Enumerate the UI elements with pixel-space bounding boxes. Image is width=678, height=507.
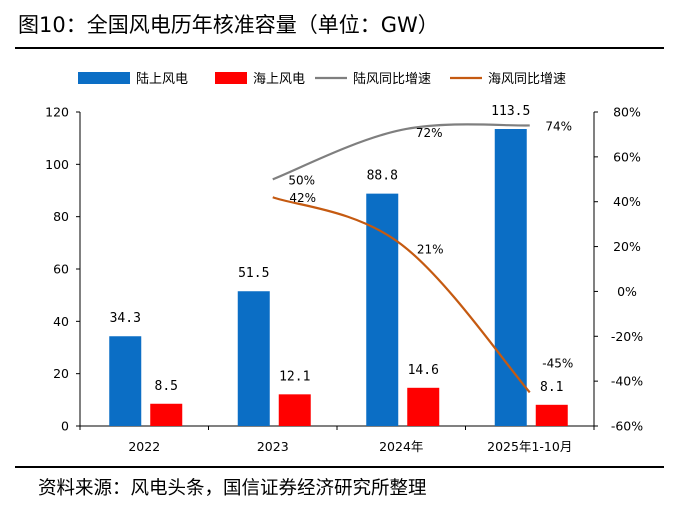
bar-data-label: 88.8 [367, 169, 398, 184]
y-right-tick-label: 0% [617, 284, 637, 299]
source-note: 资料来源：风电头条，国信证券经济研究所整理 [38, 478, 427, 499]
bar-offshore [278, 394, 311, 426]
x-tick-label: 2023 [257, 439, 289, 454]
x-tick-label: 2024年 [379, 439, 423, 454]
y-left-tick-label: 120 [45, 105, 69, 120]
y-right-tick-label: -20% [611, 329, 643, 344]
y-left-tick-label: 60 [53, 262, 69, 277]
bar-offshore [150, 403, 183, 426]
y-left-tick-label: 100 [45, 157, 69, 172]
source-rule [15, 466, 664, 468]
y-left-tick-label: 80 [53, 209, 69, 224]
title-rule [15, 47, 664, 49]
y-right-tick-label: 40% [613, 194, 641, 209]
x-tick-label: 2025年1-10月 [487, 439, 572, 454]
y-left-tick-label: 20 [53, 366, 69, 381]
y-right-tick-label: 20% [613, 239, 641, 254]
y-left-tick-label: 40 [53, 314, 69, 329]
bar-onshore [109, 336, 142, 426]
bar-data-label: 113.5 [491, 104, 530, 119]
y-right-tick-label: 80% [613, 105, 641, 120]
bar-onshore [366, 193, 399, 426]
line-data-label: 74% [545, 119, 572, 133]
y-right-tick-label: -60% [611, 419, 643, 434]
line-data-label: -45% [542, 356, 573, 370]
line-data-label: 72% [416, 126, 443, 140]
bar-data-label: 8.1 [540, 380, 563, 395]
figure-title: 图10：全国风电历年核准容量（单位：GW） [18, 13, 439, 37]
legend-label: 陆上风电 [136, 71, 188, 87]
bar-data-label: 14.6 [408, 363, 439, 378]
legend-swatch [78, 72, 130, 84]
y-right-tick-label: 60% [613, 149, 641, 164]
line-data-label: 50% [288, 173, 315, 187]
legend-swatch [215, 72, 247, 84]
bar-data-label: 8.5 [155, 379, 178, 394]
bar-data-label: 12.1 [279, 369, 310, 384]
legend-label: 海风同比增速 [488, 72, 566, 87]
bar-data-label: 51.5 [238, 266, 269, 281]
bar-offshore [535, 404, 568, 426]
bar-onshore [494, 129, 527, 426]
y-left-tick-label: 0 [61, 419, 69, 434]
x-tick-label: 2022 [128, 439, 160, 454]
legend-label: 陆风同比增速 [353, 71, 431, 87]
line-data-label: 42% [289, 191, 316, 205]
bar-data-label: 34.3 [110, 311, 141, 326]
y-right-tick-label: -40% [611, 374, 643, 389]
line-data-label: 21% [417, 242, 444, 256]
line-offshore-growth [272, 196, 531, 394]
line-onshore-growth [272, 123, 530, 181]
bar-offshore [407, 387, 440, 426]
bar-onshore [237, 291, 270, 426]
legend-label: 海上风电 [253, 72, 305, 87]
